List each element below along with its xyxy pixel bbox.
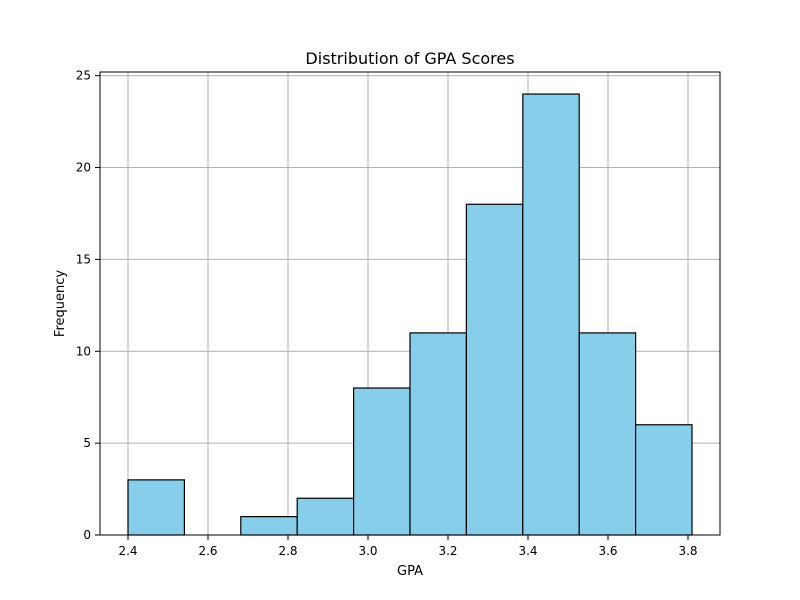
x-tick-label: 3.6 [598, 544, 617, 558]
y-tick-label: 25 [76, 69, 91, 83]
x-tick-label: 2.8 [278, 544, 297, 558]
histogram-bar-9 [634, 424, 693, 536]
x-tick-label: 2.6 [198, 544, 217, 558]
histogram-bar-7 [522, 93, 580, 536]
histogram-bar-8 [578, 332, 637, 536]
y-tick-label: 20 [76, 161, 91, 175]
x-axis-ticks: 2.4 2.6 2.8 3.0 3.2 3.4 3.6 3.8 [118, 535, 698, 558]
y-tick-label: 5 [83, 436, 91, 450]
x-tick-label: 3.8 [678, 544, 697, 558]
plot-frame [99, 71, 721, 536]
y-tick-label: 10 [76, 344, 91, 358]
y-tick-label: 15 [76, 252, 91, 266]
bars-layer [127, 93, 693, 536]
x-tick-label: 3.4 [518, 544, 537, 558]
x-axis-label: GPA [397, 564, 423, 579]
histogram-bar-5 [409, 332, 468, 536]
y-axis-ticks: 0 5 10 15 20 25 [76, 69, 100, 542]
x-tick-label: 3.0 [358, 544, 377, 558]
histogram-bar-4 [353, 387, 411, 536]
y-tick-label: 0 [83, 528, 91, 542]
x-tick-label: 2.4 [118, 544, 137, 558]
histogram-bar-2 [240, 516, 298, 536]
histogram-bar-6 [465, 203, 524, 536]
chart-title: Distribution of GPA Scores [305, 49, 514, 68]
x-tick-label: 3.2 [438, 544, 457, 558]
y-axis-label: Frequency [53, 270, 68, 337]
histogram-bar-0 [127, 479, 186, 536]
histogram-bar-3 [296, 497, 355, 536]
